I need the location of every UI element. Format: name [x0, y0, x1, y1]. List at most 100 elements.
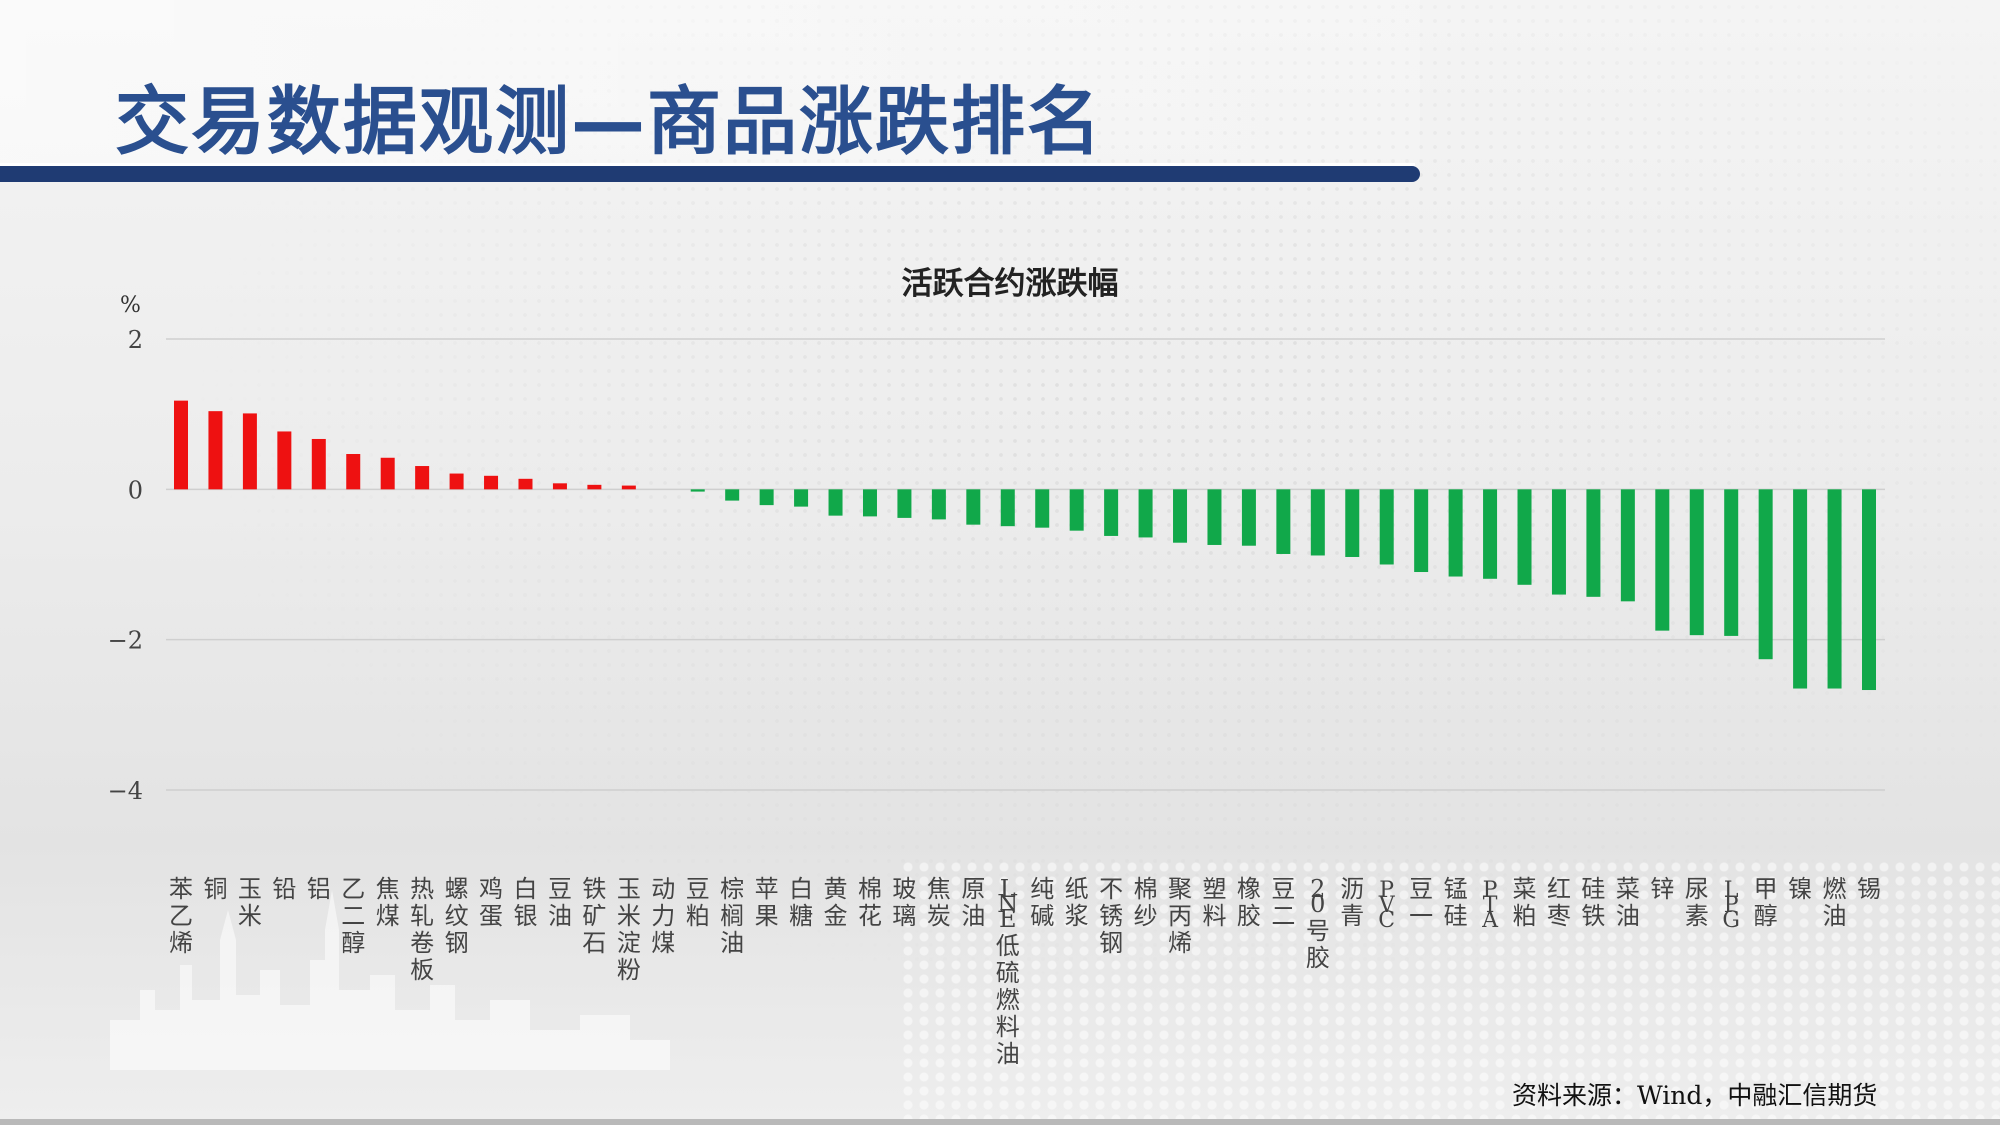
bar-0	[174, 400, 188, 490]
x-tick-label: 菜粕	[1513, 875, 1537, 930]
bar-9	[484, 475, 499, 490]
bar-2	[242, 413, 257, 490]
x-tick-label: 不锈钢	[1099, 875, 1123, 957]
x-tick-label: 鸡蛋	[479, 875, 503, 930]
x-tick-label: 硅铁	[1581, 875, 1605, 930]
x-tick-label: 纸浆	[1065, 875, 1089, 930]
x-tick-label: 塑料	[1202, 875, 1226, 930]
x-tick-label: 热轧卷板	[410, 875, 434, 984]
bar-34	[1345, 489, 1360, 557]
x-tick-label: L N E 低硫燃料油	[996, 875, 1020, 1068]
bar-46	[1758, 489, 1773, 660]
bar-6	[380, 457, 395, 490]
bar-45	[1724, 489, 1739, 636]
bar-4	[311, 438, 326, 490]
bar-44	[1689, 489, 1704, 636]
background-skyline	[110, 890, 670, 1070]
x-tick-label: 动力煤	[651, 875, 675, 957]
bar-8	[449, 473, 464, 490]
bar-26	[1069, 489, 1084, 531]
y-axis-ticks: 2 0 −2 −4	[108, 326, 143, 805]
bar-38	[1483, 489, 1498, 579]
bar-13	[621, 485, 636, 490]
x-tick-label: 白糖	[789, 875, 813, 930]
bar-18	[794, 489, 809, 507]
x-tick-label: 苯乙烯	[169, 875, 193, 957]
x-tick-label: 玉米	[238, 875, 262, 930]
bar-37	[1448, 489, 1463, 577]
x-tick-label: 豆一	[1409, 875, 1433, 930]
x-tick-label: 红枣	[1547, 875, 1571, 930]
bar-41	[1586, 489, 1601, 597]
x-tick-label: 白银	[513, 875, 537, 930]
x-tick-label: 原油	[961, 875, 985, 930]
x-tick-label: 锰硅	[1444, 875, 1468, 930]
x-tick-label: 苹果	[755, 875, 779, 930]
bar-39	[1517, 489, 1532, 585]
x-tick-label: 镍	[1788, 875, 1812, 903]
y-tick-label: −4	[108, 777, 143, 805]
bar-1	[208, 411, 223, 490]
bar-10	[518, 478, 533, 490]
x-tick-label: 豆粕	[686, 875, 710, 930]
x-tick-label: 锌	[1650, 875, 1674, 903]
title-divider-bar	[0, 166, 1420, 182]
bar-40	[1551, 489, 1566, 595]
bar-28	[1138, 489, 1153, 538]
bar-35	[1379, 489, 1394, 565]
x-tick-label: 乙二醇	[341, 875, 365, 957]
bar-25	[1035, 489, 1050, 528]
bar-33	[1310, 489, 1325, 556]
chart-title: 活跃合约涨跌幅	[901, 266, 1119, 302]
x-tick-label: 玉米淀粉	[617, 875, 641, 984]
bar-21	[897, 489, 912, 518]
y-tick-label: 2	[128, 326, 143, 354]
bar-30	[1207, 489, 1222, 545]
x-tick-label: 豆二	[1271, 875, 1295, 930]
bar-43	[1655, 489, 1670, 631]
bar-24	[1000, 489, 1015, 527]
bar-3	[277, 431, 292, 490]
x-tick-label: 焦炭	[927, 875, 951, 930]
bar-16	[725, 489, 740, 501]
x-tick-label: 橡胶	[1237, 875, 1261, 930]
bar-47	[1793, 489, 1808, 689]
header-band	[0, 0, 1420, 168]
bar-42	[1620, 489, 1635, 602]
x-tick-label: 豆油	[548, 875, 572, 930]
y-axis-label: %	[120, 293, 141, 318]
chart-bars	[174, 400, 1876, 691]
x-tick-label: 铅	[272, 875, 296, 903]
bar-12	[587, 484, 602, 490]
bar-20	[862, 489, 877, 517]
bar-15	[690, 489, 705, 492]
x-tick-label: 螺纹钢	[445, 875, 469, 957]
chart-grid	[166, 338, 1885, 791]
bar-11	[552, 483, 567, 490]
x-tick-label: 铝	[307, 875, 331, 903]
page-title: 交易数据观测—商品涨跌排名	[115, 79, 1103, 165]
title-divider-highlight	[0, 163, 1415, 166]
y-tick-label: 0	[128, 476, 143, 504]
bar-27	[1104, 489, 1119, 536]
bar-7	[415, 466, 430, 490]
x-tick-label: 铜	[203, 875, 227, 903]
x-tick-label: 棉纱	[1134, 875, 1158, 930]
x-tick-label: 纯碱	[1030, 875, 1054, 930]
bar-19	[828, 489, 843, 516]
x-tick-label: 尿素	[1685, 875, 1709, 930]
x-tick-label: 焦煤	[376, 875, 400, 930]
bar-36	[1414, 489, 1429, 573]
x-tick-label: 2 0 号胶	[1306, 875, 1330, 972]
x-tick-label: 黄金	[824, 875, 848, 930]
bar-31	[1241, 489, 1256, 546]
bar-32	[1276, 489, 1291, 554]
footer-line	[0, 1119, 2000, 1125]
bar-23	[966, 489, 981, 525]
x-tick-label: 燃油	[1823, 875, 1847, 930]
x-tick-label: 菜油	[1616, 875, 1640, 930]
